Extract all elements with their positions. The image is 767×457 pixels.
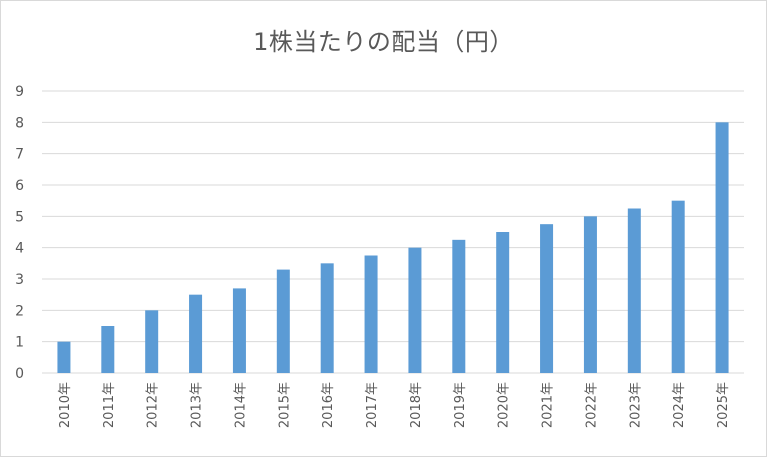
y-tick-label: 0 <box>15 366 24 382</box>
x-tick-label: 2018年 <box>409 382 424 428</box>
chart-title: 1株当たりの配当（円） <box>253 28 514 56</box>
x-tick-label: 2023年 <box>628 382 643 428</box>
bar-2019年 <box>452 239 466 373</box>
bar-2014年 <box>232 288 246 373</box>
bar-2012年 <box>145 310 159 373</box>
bar-2013年 <box>189 294 203 373</box>
x-tick-label: 2011年 <box>102 382 117 428</box>
y-tick-label: 6 <box>15 178 24 194</box>
x-tick-label: 2021年 <box>541 382 556 428</box>
x-tick-label: 2016年 <box>321 382 336 428</box>
bar-2010年 <box>57 341 71 373</box>
y-tick-label: 4 <box>15 241 24 257</box>
x-tick-label: 2022年 <box>584 382 599 428</box>
bar-2015年 <box>276 269 290 373</box>
y-tick-label: 3 <box>15 272 24 288</box>
y-tick-label: 5 <box>15 209 24 225</box>
y-tick-label: 2 <box>15 303 24 319</box>
bar-2018年 <box>408 247 422 373</box>
x-tick-label: 2020年 <box>497 382 512 428</box>
x-tick-label: 2025年 <box>716 382 731 428</box>
gridlines <box>42 90 744 374</box>
y-axis-tick-labels: 0 1 2 3 4 5 6 7 8 9 <box>15 84 24 382</box>
bar-2017年 <box>364 255 378 373</box>
x-tick-label: 2012年 <box>146 382 161 428</box>
bar-2011年 <box>101 326 115 373</box>
bar-2023年 <box>627 208 641 373</box>
x-tick-label: 2015年 <box>277 382 292 428</box>
x-tick-label: 2010年 <box>58 382 73 428</box>
bar-2020年 <box>496 232 510 373</box>
y-tick-label: 7 <box>15 147 24 163</box>
bar-2016年 <box>320 263 334 373</box>
bar-2024年 <box>671 200 685 373</box>
x-tick-label: 2019年 <box>453 382 468 428</box>
x-tick-label: 2013年 <box>190 382 205 428</box>
bars <box>57 122 729 373</box>
bar-2025年 <box>715 122 729 373</box>
x-tick-label: 2024年 <box>672 382 687 428</box>
y-tick-label: 9 <box>15 84 24 100</box>
bar-2022年 <box>583 216 597 373</box>
bar-2021年 <box>540 224 554 373</box>
x-tick-label: 2014年 <box>233 382 248 428</box>
y-tick-label: 8 <box>15 115 24 131</box>
x-tick-label: 2017年 <box>365 382 380 428</box>
y-tick-label: 1 <box>15 335 24 351</box>
x-axis-tick-labels: 2010年 2011年 2012年 2013年 2014年 2015年 2016年 2017年… <box>58 382 731 428</box>
